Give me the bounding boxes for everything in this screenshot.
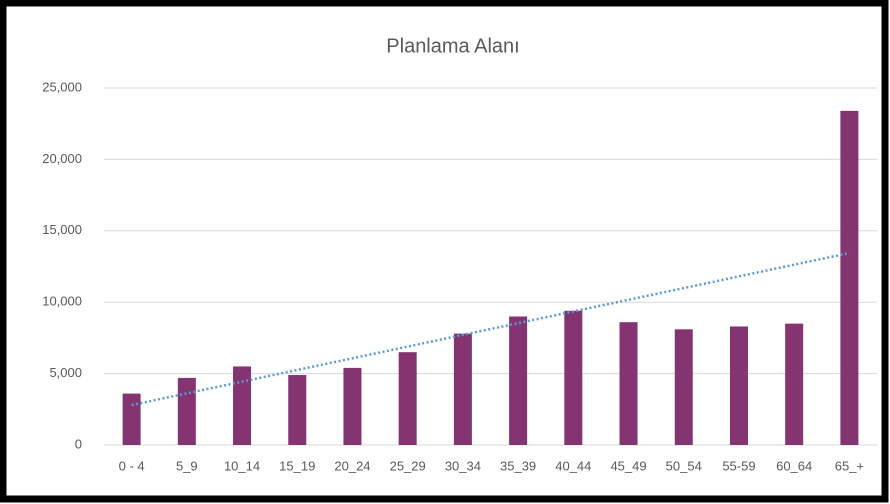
bar: [122, 393, 141, 445]
x-tick-label: 55-59: [722, 458, 755, 473]
bar: [729, 326, 748, 445]
bar: [785, 323, 804, 445]
x-tick-label: 5_9: [176, 458, 198, 473]
x-tick-label: 25_29: [390, 458, 426, 473]
y-tick-label: 10,000: [42, 294, 82, 309]
bar: [840, 110, 859, 446]
bar: [453, 333, 472, 445]
x-tick-label: 10_14: [224, 458, 260, 473]
x-tick-label: 60_64: [776, 458, 812, 473]
bar: [564, 310, 583, 445]
x-tick-label: 40_44: [555, 458, 591, 473]
x-tick-label: 45_49: [610, 458, 646, 473]
x-tick-label: 65_+: [835, 458, 864, 473]
bar: [343, 367, 362, 445]
bar: [509, 316, 528, 445]
x-tick-label: 20_24: [334, 458, 370, 473]
bar: [619, 322, 638, 445]
bar: [177, 377, 196, 445]
y-tick-label: 5,000: [49, 365, 82, 380]
bar: [398, 352, 417, 445]
x-tick-label: 35_39: [500, 458, 536, 473]
y-tick-label: 0: [75, 436, 82, 451]
x-tick-label: 50_54: [666, 458, 702, 473]
chart-title: Planlama Alanı: [386, 35, 519, 57]
bar: [674, 329, 693, 445]
x-tick-label: 0 - 4: [119, 458, 145, 473]
trendline: [131, 251, 850, 407]
x-tick-label: 30_34: [445, 458, 481, 473]
y-tick-label: 20,000: [42, 151, 82, 166]
bar: [288, 375, 307, 445]
y-tick-label: 15,000: [42, 222, 82, 237]
bar: [233, 366, 252, 445]
x-tick-label: 15_19: [279, 458, 315, 473]
y-tick-label: 25,000: [42, 79, 82, 94]
